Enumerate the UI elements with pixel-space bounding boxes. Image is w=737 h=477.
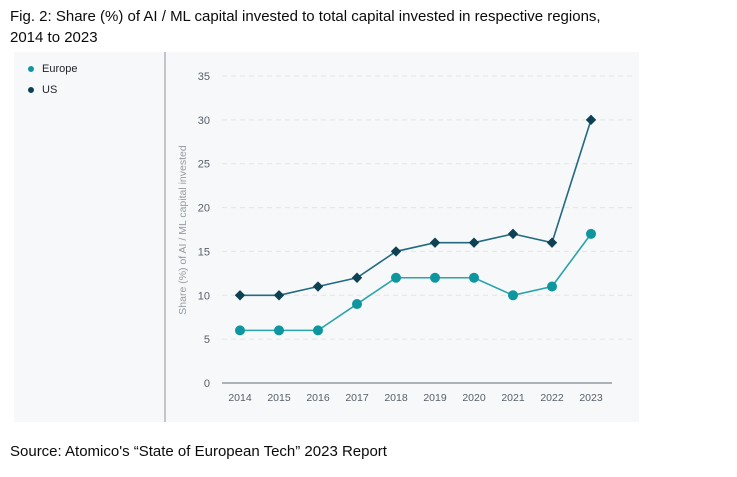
- figure-title: Fig. 2: Share (%) of AI / ML capital inv…: [10, 6, 730, 48]
- legend-label-us: US: [42, 84, 58, 96]
- legend-label-europe: Europe: [42, 63, 78, 75]
- svg-text:2020: 2020: [462, 392, 486, 404]
- svg-text:2021: 2021: [501, 392, 525, 404]
- europe-series-icon: [28, 66, 34, 72]
- svg-text:5: 5: [204, 334, 210, 346]
- svg-text:20: 20: [198, 203, 210, 215]
- figure-title-line2: 2014 to 2023: [10, 29, 98, 46]
- svg-text:2019: 2019: [423, 392, 447, 404]
- svg-text:Share (%) of AI / ML capital i: Share (%) of AI / ML capital invested: [177, 145, 189, 315]
- svg-text:2023: 2023: [579, 392, 603, 404]
- svg-text:2017: 2017: [345, 392, 369, 404]
- line-chart: 0 5 10 15 20 25 30 35 2014 2015 2016 2017 2018 2019 20…: [164, 52, 632, 422]
- svg-text:25: 25: [198, 159, 210, 171]
- svg-text:2016: 2016: [306, 392, 330, 404]
- svg-text:15: 15: [198, 246, 210, 258]
- legend-item-us[interactable]: US: [28, 84, 77, 96]
- us-series-icon: [28, 87, 34, 93]
- chart-legend: Europe US: [28, 63, 77, 96]
- svg-text:0: 0: [204, 378, 210, 390]
- svg-text:30: 30: [198, 115, 210, 127]
- svg-text:2014: 2014: [228, 392, 252, 404]
- source-attribution: Source: Atomico's “State of European Tec…: [10, 443, 387, 460]
- figure-title-line1: Fig. 2: Share (%) of AI / ML capital inv…: [10, 8, 601, 25]
- legend-item-europe[interactable]: Europe: [28, 63, 77, 75]
- chart-panel: 0 5 10 15 20 25 30 35 2014 2015 2016 2017 2018 2019 20…: [14, 52, 639, 422]
- svg-text:2015: 2015: [267, 392, 291, 404]
- svg-text:2018: 2018: [384, 392, 408, 404]
- svg-text:2022: 2022: [540, 392, 564, 404]
- svg-text:35: 35: [198, 71, 210, 83]
- svg-text:10: 10: [198, 290, 210, 302]
